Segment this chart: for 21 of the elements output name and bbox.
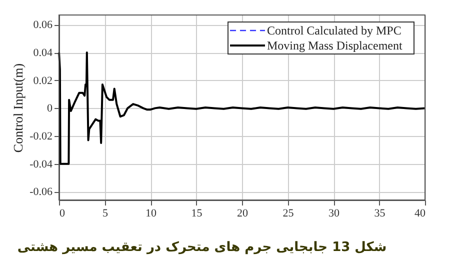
x-tick-label: 15 (191, 208, 203, 220)
x-tick-label: 30 (328, 208, 340, 220)
legend-label: Control Calculated by MPC (267, 24, 402, 38)
line-series (58, 52, 426, 165)
x-tick-label: 10 (146, 208, 157, 220)
x-tick-label: 20 (237, 208, 248, 220)
y-tick-label: 0.02 (33, 74, 52, 87)
x-tick-label: 35 (374, 208, 386, 220)
x-tick-label: 0 (60, 208, 66, 220)
text: شکل 13 جابجایی جرم های متحرک در تعقیب مسیر هشتی (17, 240, 387, 255)
y-tick-label: -0.06 (30, 186, 53, 198)
legend-label: Moving Mass Displacement (267, 38, 403, 52)
x-tick-label: 25 (282, 208, 294, 220)
y-tick-label: -0.02 (30, 130, 52, 143)
y-tick-label: 0.06 (33, 19, 53, 32)
y-axis-title: Control Input(m) (10, 63, 26, 153)
x-tick-label: 5 (102, 208, 108, 220)
x-tick-label: 40 (414, 208, 426, 220)
y-tick-label: 0.04 (33, 47, 53, 60)
y-tick-label: -0.04 (30, 158, 53, 170)
y-tick-label: 0 (47, 102, 53, 115)
